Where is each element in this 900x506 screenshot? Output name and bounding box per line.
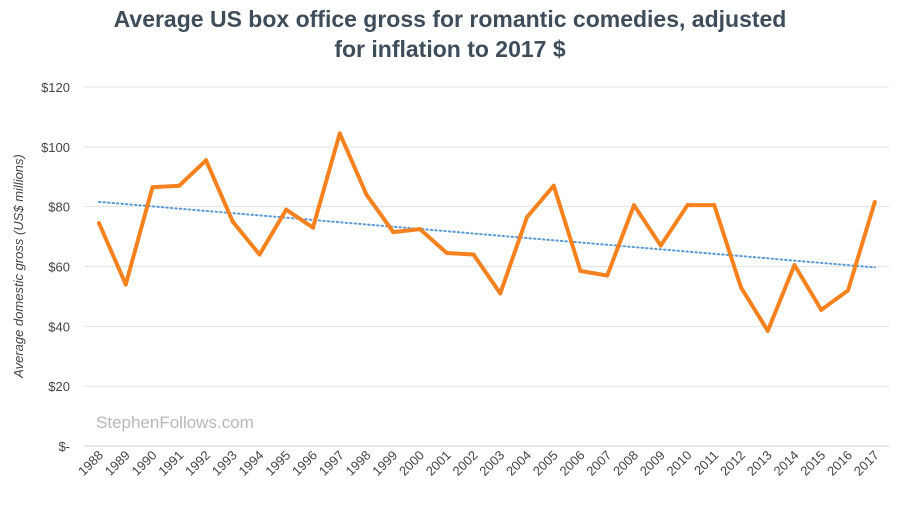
y-tick-label: $120 (41, 80, 70, 95)
chart-title: Average US box office gross for romantic… (0, 4, 900, 64)
x-tick-label: 1998 (343, 448, 374, 479)
x-tick-label: 1997 (316, 448, 347, 479)
data-point (257, 252, 262, 257)
data-point (632, 203, 636, 208)
x-tick-label: 2006 (557, 448, 588, 479)
data-point (551, 183, 556, 188)
data-point (525, 215, 529, 220)
x-tick-label: 2001 (423, 448, 454, 479)
trendline (98, 200, 876, 269)
y-tick-label: $80 (48, 200, 70, 215)
data-point (311, 225, 315, 230)
x-tick-label: 2017 (851, 448, 882, 479)
data-point (846, 288, 850, 293)
x-tick-label: 2004 (503, 448, 534, 479)
x-tick-label: 2003 (476, 448, 507, 479)
data-point (498, 291, 503, 296)
data-point (230, 219, 235, 224)
y-axis-ticks: $- $20 $40 $60 $80 $100 $120 (41, 80, 70, 454)
data-point (177, 183, 182, 188)
gridlines (84, 86, 889, 447)
x-tick-label: 1994 (236, 448, 267, 479)
series-group (97, 131, 877, 333)
chart-title-line-1: Average US box office gross for romantic… (113, 6, 787, 32)
data-point (150, 185, 155, 190)
data-point (685, 203, 690, 208)
x-tick-label: 1989 (102, 448, 133, 479)
x-tick-label: 1991 (155, 448, 186, 479)
x-tick-label: 2012 (717, 448, 748, 479)
trendline-group (98, 200, 876, 269)
x-tick-label: 2007 (583, 448, 614, 479)
y-tick-label: $20 (48, 379, 70, 394)
x-tick-label: 1990 (129, 448, 160, 479)
x-tick-label: 2016 (824, 448, 855, 479)
x-tick-label: 2015 (797, 448, 828, 479)
x-tick-label: 1995 (262, 448, 293, 479)
y-tick-label: $60 (48, 260, 70, 275)
x-tick-label: 2002 (450, 448, 481, 479)
x-tick-label: 2005 (530, 448, 561, 479)
x-tick-label: 1992 (182, 448, 213, 479)
watermark-text: StephenFollows.com (96, 413, 254, 432)
chart-title-line-2: for inflation to 2017 $ (334, 36, 566, 62)
x-tick-label: 1993 (209, 448, 240, 479)
data-point (739, 285, 743, 290)
x-tick-label: 2010 (664, 448, 695, 479)
data-point (471, 252, 476, 257)
data-point (97, 221, 101, 226)
x-tick-label: 1996 (289, 448, 320, 479)
x-tick-label: 1988 (75, 448, 106, 479)
data-point (444, 251, 449, 256)
data-point (578, 268, 583, 273)
data-point (418, 227, 422, 232)
x-tick-label: 2014 (771, 448, 802, 479)
data-point (792, 263, 797, 268)
data-point (819, 307, 824, 312)
data-point (658, 243, 663, 248)
x-tick-label: 2008 (610, 448, 641, 479)
data-point (337, 131, 342, 136)
series-line (97, 131, 877, 333)
data-point (284, 207, 289, 212)
data-point (123, 282, 128, 287)
x-tick-label: 2011 (691, 448, 721, 478)
x-tick-label: 1999 (369, 448, 400, 479)
data-point (765, 328, 770, 333)
data-point (391, 230, 396, 235)
x-tick-label: 2009 (637, 448, 668, 479)
y-tick-label: $40 (48, 319, 70, 334)
x-tick-label: 2013 (744, 448, 775, 479)
y-tick-label: $100 (41, 140, 70, 155)
data-point (204, 158, 208, 163)
y-axis-label: Average domestic gross (US$ millions) (11, 154, 26, 379)
x-tick-label: 2000 (396, 448, 427, 479)
x-axis-ticks: 1988198919901991199219931994199519961997… (75, 448, 882, 479)
data-point (712, 203, 717, 208)
data-point (872, 200, 877, 205)
y-tick-label: $- (58, 439, 70, 454)
data-point (605, 273, 610, 278)
data-point (364, 192, 369, 197)
